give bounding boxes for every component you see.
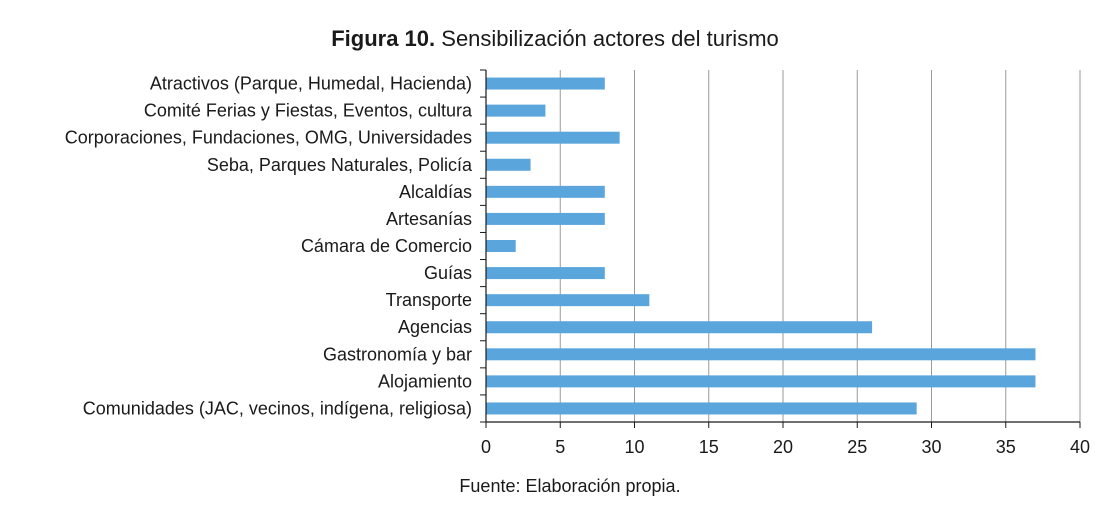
bar <box>486 294 650 307</box>
axes <box>480 69 1081 428</box>
gridlines <box>559 70 1081 422</box>
x-tick-label: 0 <box>481 437 491 457</box>
tick-labels: 0 5 10 15 20 25 30 35 40 <box>481 437 1090 457</box>
category-label: Gastronomía y bar <box>323 344 472 364</box>
figure-caption: Sensibilización actores del turismo <box>441 26 779 51</box>
bar <box>486 402 917 415</box>
bar <box>486 185 605 198</box>
category-label: Guías <box>424 263 472 283</box>
bars <box>486 77 1036 415</box>
category-label: Transporte <box>386 290 472 310</box>
category-labels: Atractivos (Parque, Humedal, Hacienda) Co… <box>65 74 473 419</box>
x-tick-label: 30 <box>921 437 941 457</box>
chart-title: Figura 10. Sensibilización actores del t… <box>0 26 1110 52</box>
x-tick-label: 35 <box>996 437 1016 457</box>
bar <box>486 212 605 225</box>
figure-number: Figura 10. <box>331 26 436 51</box>
x-tick-label: 5 <box>555 437 565 457</box>
bar <box>486 375 1036 388</box>
category-label: Atractivos (Parque, Humedal, Hacienda) <box>150 74 472 94</box>
bar <box>486 240 516 252</box>
category-label: Comité Ferias y Fiestas, Eventos, cultur… <box>144 101 473 121</box>
x-tick-label: 25 <box>847 437 867 457</box>
category-label: Cámara de Comercio <box>301 236 472 256</box>
bar <box>486 267 605 280</box>
category-label: Seba, Parques Naturales, Policía <box>207 155 473 175</box>
category-label: Agencias <box>398 317 472 337</box>
category-label: Alcaldías <box>399 182 472 202</box>
bar <box>486 321 873 334</box>
x-tick-label: 15 <box>699 437 719 457</box>
bar <box>486 77 605 90</box>
figure-source: Fuente: Elaboración propia. <box>459 476 681 496</box>
bar <box>486 104 546 117</box>
bar <box>486 131 620 144</box>
category-label: Comunidades (JAC, vecinos, indígena, rel… <box>83 398 472 418</box>
bar <box>486 348 1036 361</box>
x-tick-label: 20 <box>773 437 793 457</box>
category-label: Alojamiento <box>378 371 472 391</box>
category-label: Corporaciones, Fundaciones, OMG, Univers… <box>65 128 472 148</box>
x-tick-label: 10 <box>624 437 644 457</box>
bar <box>486 158 531 171</box>
x-tick-label: 40 <box>1070 437 1090 457</box>
category-label: Artesanías <box>386 209 472 229</box>
